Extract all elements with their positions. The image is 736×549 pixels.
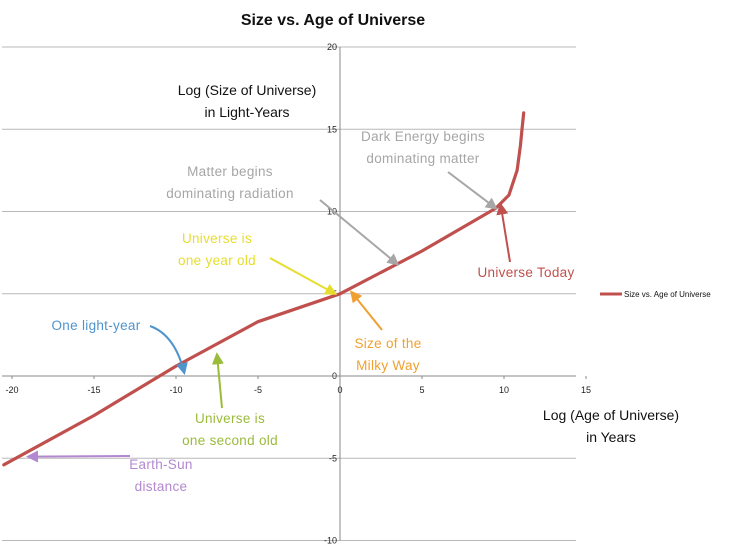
- y-axis-label: Log (Size of Universe): [178, 82, 317, 98]
- annotation-milky-way-text: Milky Way: [356, 358, 420, 373]
- annotation-earth-sun-text: Earth-Sun: [129, 457, 192, 472]
- annotation-milky-way-text: Size of the: [354, 336, 421, 351]
- annotation-earth-sun-text: distance: [135, 479, 188, 494]
- x-tick-label: 10: [499, 385, 509, 395]
- y-tick-label: 15: [327, 124, 337, 134]
- annotation-one-light-year-arrow: [149, 325, 188, 376]
- annotation-universe-today-text: Universe Today: [478, 265, 575, 280]
- annotation-one-second-text: Universe is: [195, 411, 265, 426]
- x-tick-label: -10: [169, 385, 182, 395]
- annotation-earth-sun-arrow: [26, 450, 131, 463]
- x-tick-label: -5: [254, 385, 262, 395]
- x-tick-label: 15: [581, 385, 591, 395]
- annotation-one-year-arrow: [269, 257, 338, 295]
- annotation-one-second-text: one second old: [182, 433, 278, 448]
- y-tick-label: 20: [327, 42, 337, 52]
- y-tick-label: 10: [327, 207, 337, 217]
- annotation-one-second-arrow: [211, 352, 224, 409]
- annotation-matter-radiation-arrow: [319, 199, 400, 266]
- y-tick-label: -5: [329, 453, 337, 463]
- annotation-dark-energy-arrow: [447, 171, 498, 210]
- annotation-matter-radiation-text: Matter begins: [187, 164, 273, 179]
- series-line: [2, 111, 526, 467]
- annotation-one-year-text: one year old: [178, 253, 256, 268]
- x-axis-label: in Years: [586, 429, 636, 445]
- y-tick-label: -10: [324, 536, 337, 546]
- x-axis-label: Log (Age of Universe): [543, 407, 679, 423]
- chart-title: Size vs. Age of Universe: [241, 12, 425, 29]
- annotation-one-light-year-text: One light-year: [52, 318, 141, 333]
- annotation-milky-way-arrow: [349, 290, 383, 331]
- annotation-dark-energy-text: dominating matter: [366, 151, 479, 166]
- annotation-one-year-text: Universe is: [182, 231, 252, 246]
- legend-label: Size vs. Age of Universe: [624, 290, 711, 299]
- annotation-matter-radiation-text: dominating radiation: [166, 186, 294, 201]
- annotation-dark-energy-text: Dark Energy begins: [361, 129, 485, 144]
- x-tick-label: -20: [5, 385, 18, 395]
- x-tick-label: -15: [87, 385, 100, 395]
- x-tick-label: 5: [419, 385, 424, 395]
- x-tick-label: 0: [337, 385, 342, 395]
- annotation-universe-today-arrow: [496, 202, 511, 263]
- y-axis-label: in Light-Years: [204, 104, 289, 120]
